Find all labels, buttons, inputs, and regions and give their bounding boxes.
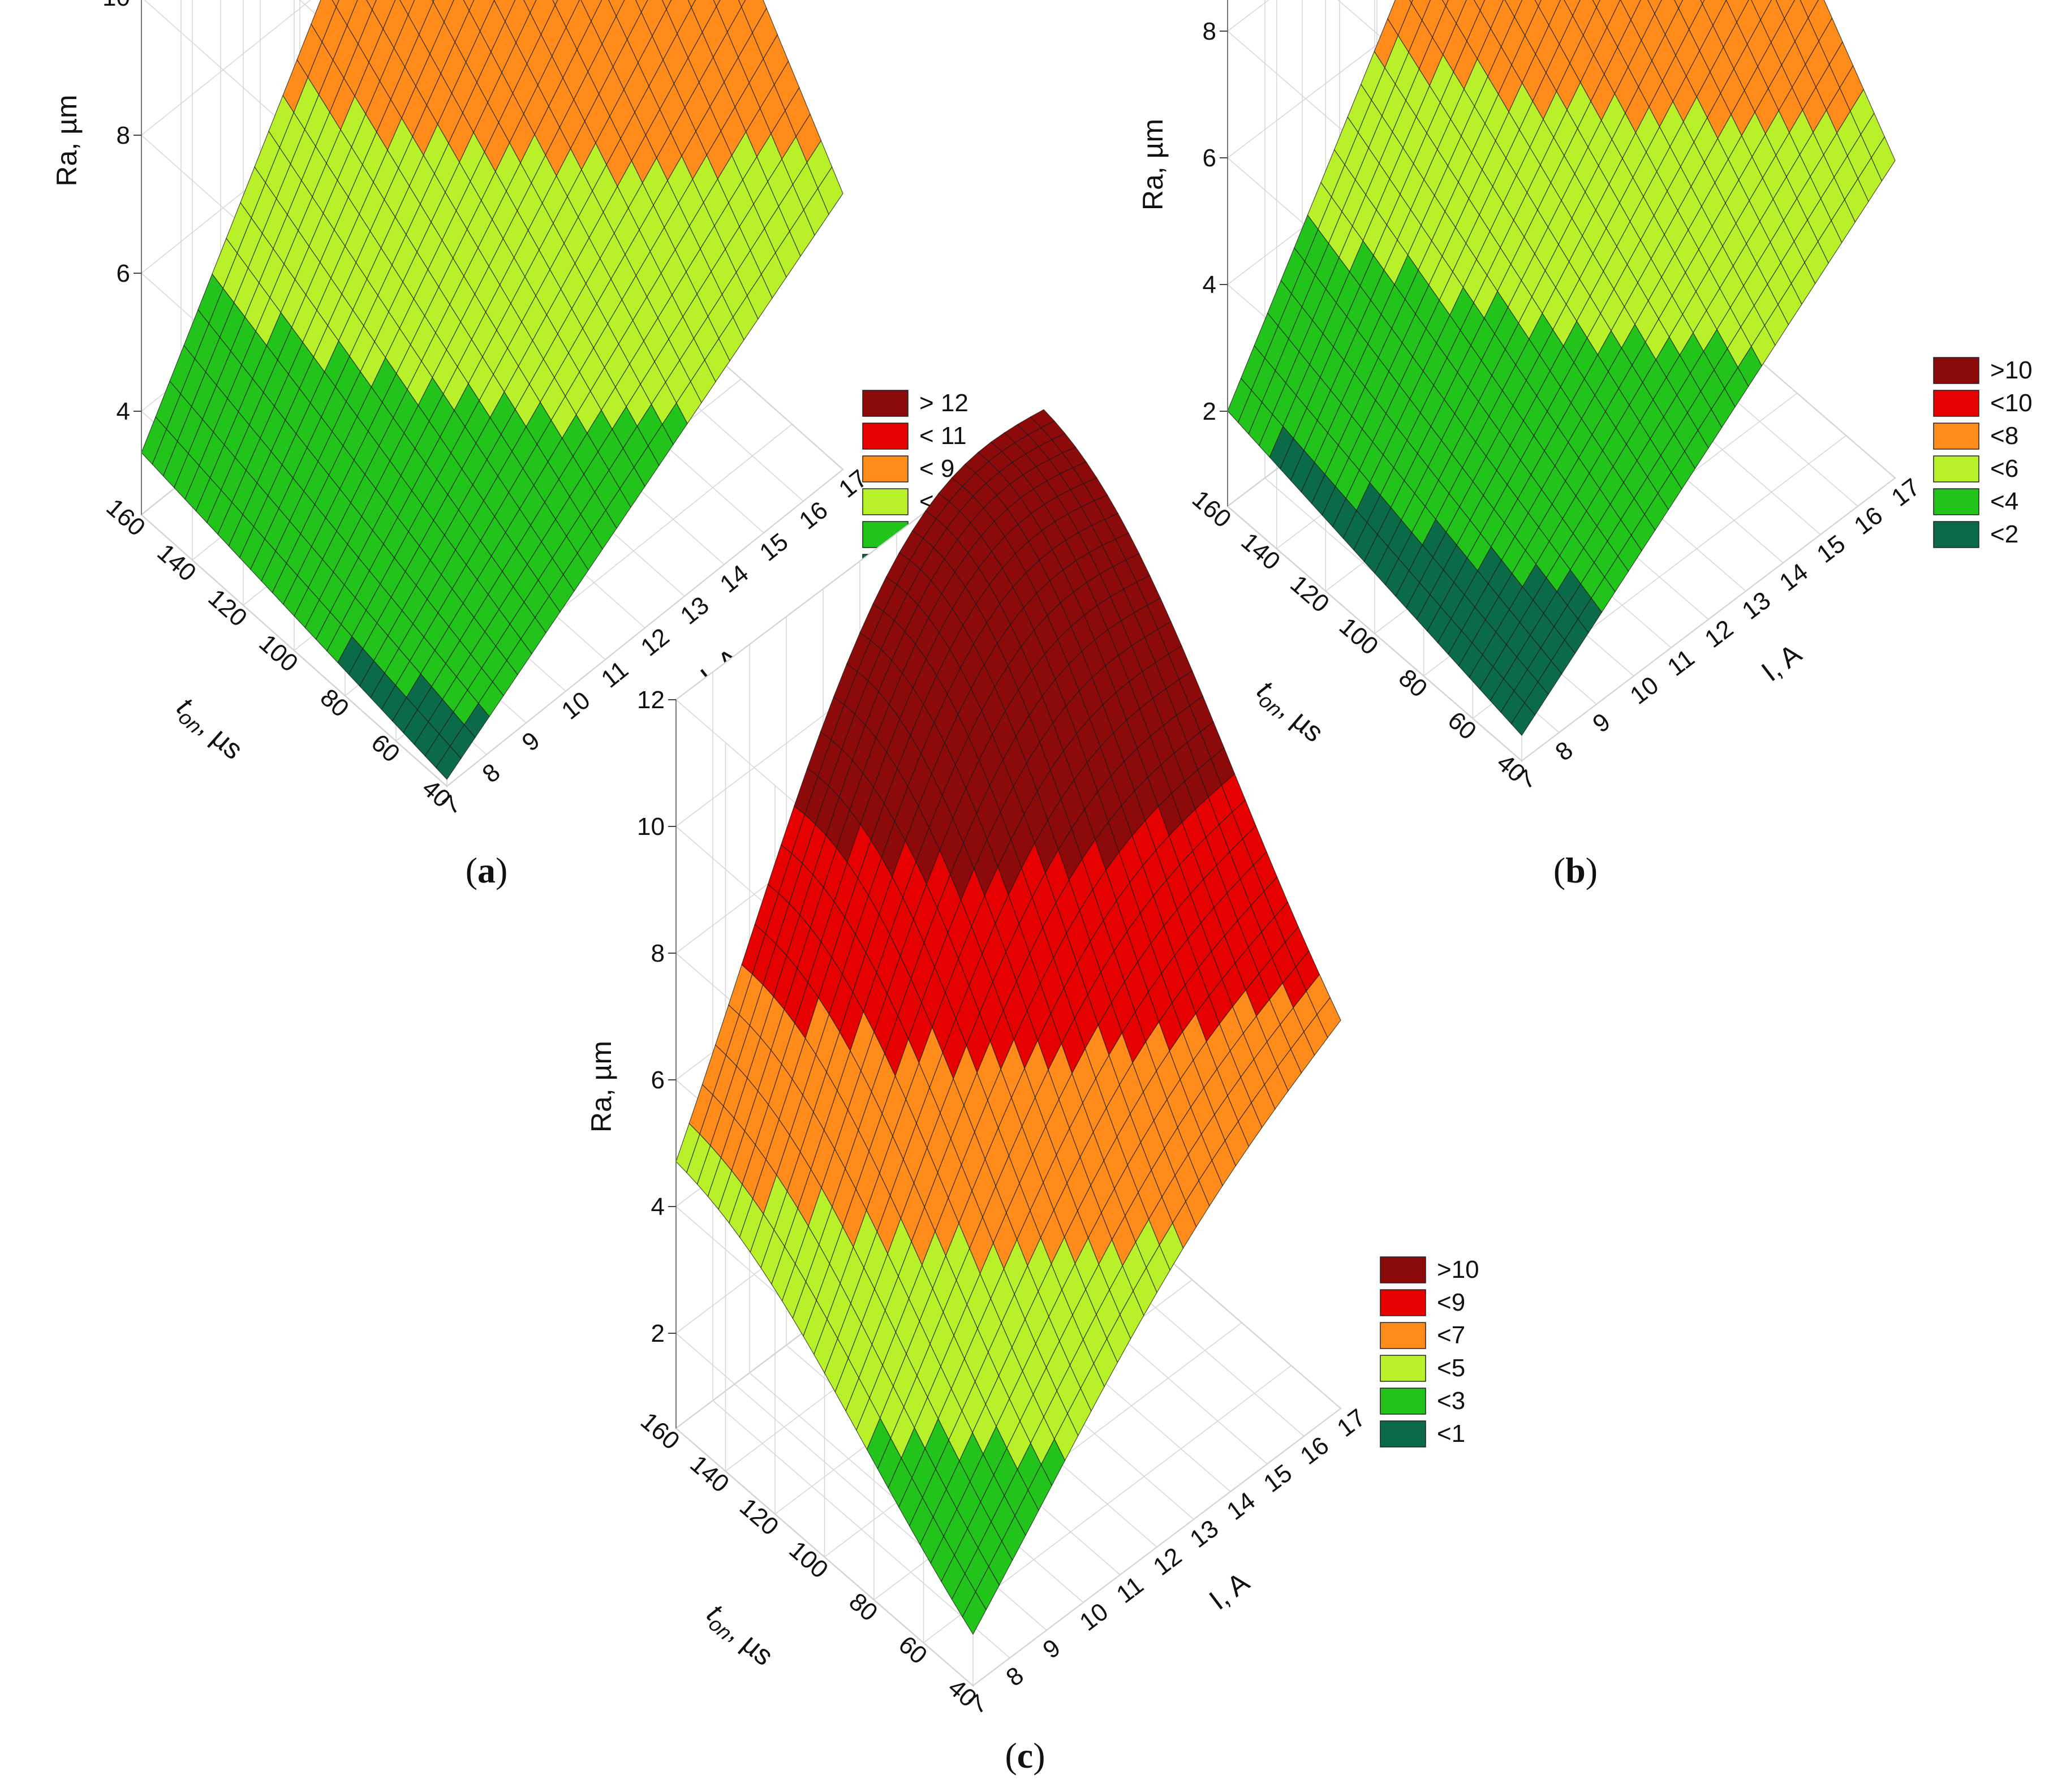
surface-cell	[738, 0, 746, 8]
surface-cell	[1647, 0, 1662, 15]
response-surface	[1227, 0, 1896, 736]
legend: >10 <9 <7 <5 <3 <1	[1380, 1256, 1479, 1448]
x-axis-label: I, A	[1755, 637, 1807, 688]
legend-label: <8	[1990, 422, 2018, 450]
z-tick-label: 8	[651, 940, 665, 967]
y-axis-label: ton, µs	[168, 691, 249, 768]
caption-a-letter: a	[477, 850, 496, 890]
z-tick-label: 10	[637, 813, 665, 841]
caption-b: (b)	[1553, 850, 1598, 890]
legend-swatch	[1380, 1289, 1426, 1316]
legend-swatch	[1380, 1355, 1426, 1382]
legend-swatch	[862, 455, 909, 483]
x-tick-label: 8	[1001, 1661, 1029, 1692]
z-tick-label: 4	[117, 398, 130, 425]
z-tick-label: 2	[1203, 398, 1216, 425]
legend-swatch	[1933, 423, 1979, 450]
legend-label: <1	[1437, 1420, 1465, 1448]
legend-label: >10	[1990, 356, 2033, 384]
surface-cell	[1700, 0, 1705, 5]
surface-cell	[463, 0, 475, 12]
x-tick-label: 8	[1550, 736, 1578, 766]
x-tick-label: 8	[477, 758, 506, 789]
z-tick-label: 6	[1203, 144, 1216, 172]
caption-a: (a)	[466, 850, 508, 890]
surface-cell	[962, 1591, 987, 1635]
z-tick-label: 4	[651, 1193, 665, 1221]
back-grid-line	[141, 0, 311, 136]
z-tick-label: 10	[102, 0, 130, 11]
caption-b-letter: b	[1565, 850, 1586, 890]
legend-swatch	[1933, 357, 1979, 384]
surface-cell	[1534, 0, 1542, 7]
surface-cell	[332, 0, 339, 8]
surface-cell	[366, 0, 377, 11]
legend-swatch	[1380, 1322, 1426, 1349]
legend-swatch	[1933, 521, 1979, 548]
legend-swatch	[1933, 488, 1979, 515]
legend-swatch	[1380, 1420, 1426, 1448]
legend-label: <4	[1990, 488, 2018, 515]
surface-cell	[1592, 0, 1600, 8]
legend-swatch	[1933, 455, 1979, 483]
legend-swatch	[862, 488, 909, 515]
floor-grid-line	[1521, 477, 1896, 761]
x-tick-label: 9	[1038, 1634, 1066, 1664]
z-tick-label: 2	[651, 1320, 665, 1347]
legend-label: > 12	[919, 389, 968, 417]
legend: >10 <10 <8 <6 <4 <2	[1933, 356, 2033, 548]
legend-label: <7	[1437, 1321, 1465, 1349]
z-tick-label: 4	[1203, 271, 1216, 299]
caption-c: (c)	[1005, 1735, 1045, 1776]
z-axis-label: Ra, µm	[586, 1041, 617, 1132]
legend-swatch	[862, 390, 909, 417]
legend-swatch	[1380, 1388, 1426, 1415]
response-surface	[675, 409, 1341, 1635]
surface-cell	[713, 0, 721, 8]
z-axis-label: Ra, µm	[51, 94, 83, 186]
surface-cell	[635, 0, 648, 14]
floor-grid-line	[446, 469, 843, 787]
x-tick-label: 9	[517, 726, 545, 757]
floor-grid-line	[972, 1408, 1341, 1686]
legend-swatch	[1933, 390, 1979, 417]
legend-label: <5	[1437, 1354, 1465, 1382]
legend-label: >10	[1437, 1256, 1479, 1283]
legend-label: <6	[1990, 455, 2018, 483]
z-tick-label: 6	[117, 260, 130, 287]
surface-cell	[1441, 0, 1449, 7]
y-axis-label: ton, µs	[698, 1597, 780, 1674]
legend-label: <9	[1437, 1289, 1465, 1316]
surface-cell	[435, 746, 462, 780]
legend-label: <10	[1990, 389, 2033, 417]
y-axis-label: ton, µs	[1249, 674, 1330, 751]
x-axis-label: I, A	[1203, 1566, 1255, 1616]
z-tick-label: 12	[637, 686, 665, 714]
legend-swatch	[862, 423, 909, 450]
surface-cell	[1674, 0, 1684, 10]
surface-cell	[552, 0, 558, 6]
legend-label: < 9	[919, 455, 954, 483]
x-tick-label: 9	[1587, 708, 1615, 738]
z-tick-label: 6	[651, 1066, 665, 1094]
surface-cell	[523, 0, 537, 14]
surface-cell	[1510, 702, 1536, 736]
surface-cell	[687, 0, 696, 8]
response-surface	[141, 0, 843, 780]
legend-swatch	[1380, 1256, 1426, 1283]
surface-cell	[1473, 0, 1486, 11]
z-tick-label: 8	[117, 122, 130, 149]
legend-label: <2	[1990, 520, 2018, 548]
z-axis-label: Ra, µm	[1137, 119, 1169, 210]
legend-label: < 11	[919, 422, 967, 450]
caption-c-letter: c	[1017, 1735, 1033, 1776]
surface-cell	[661, 0, 672, 10]
legend-label: <3	[1437, 1387, 1465, 1415]
z-tick-label: 8	[1203, 18, 1216, 45]
